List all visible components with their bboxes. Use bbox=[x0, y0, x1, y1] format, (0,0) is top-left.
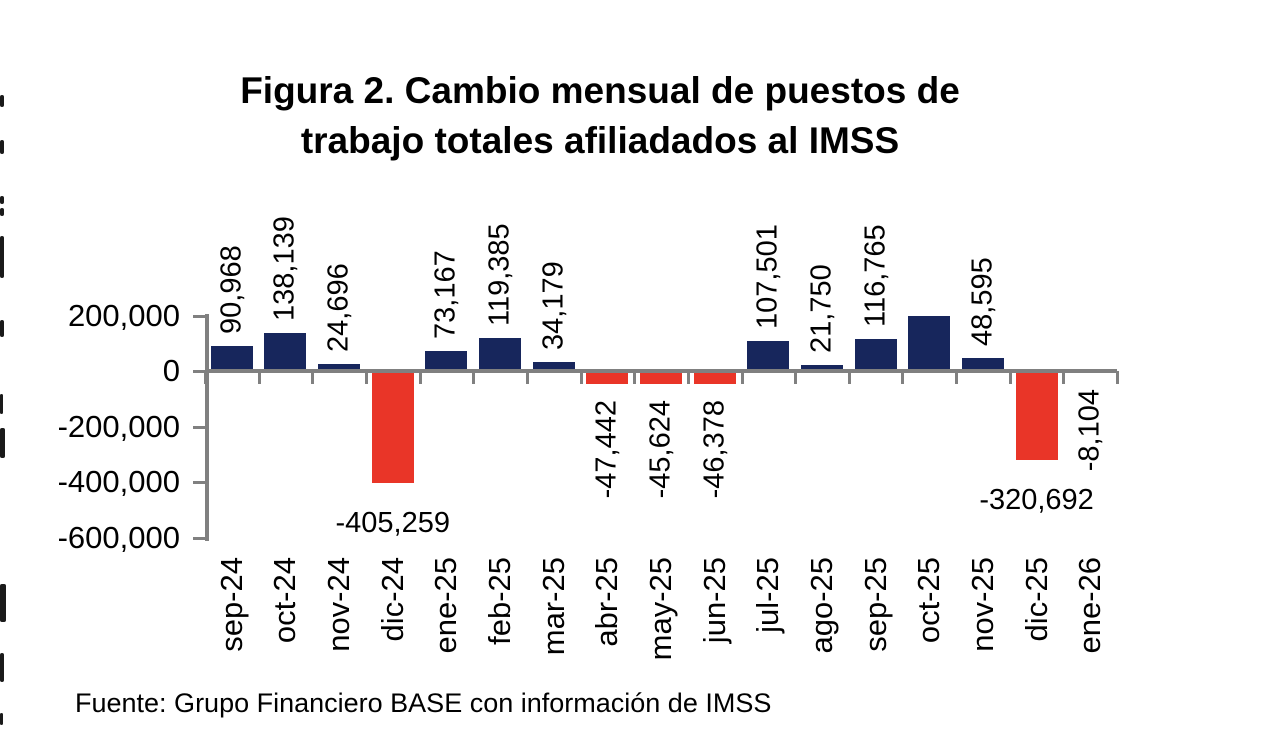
x-axis-label-oct-25: oct-25 bbox=[911, 557, 947, 644]
left-edge-text-fragment bbox=[0, 196, 4, 204]
y-axis-tick bbox=[193, 537, 207, 540]
left-edge-text-fragment bbox=[0, 653, 4, 682]
bar-sep-24 bbox=[210, 345, 253, 371]
data-label-ene-26: -8,104 bbox=[1073, 389, 1106, 472]
x-axis-label-ago-25: ago-25 bbox=[803, 557, 839, 654]
x-axis-tick bbox=[364, 371, 368, 384]
x-axis-tick bbox=[1062, 371, 1066, 384]
data-label-sep-25: 116,765 bbox=[859, 223, 892, 327]
data-label-ago-25: 21,750 bbox=[805, 264, 838, 353]
x-axis-tick bbox=[1116, 371, 1120, 384]
x-axis-label-ene-25: ene-25 bbox=[428, 557, 464, 654]
y-axis-tick bbox=[193, 481, 207, 484]
left-edge-text-fragment bbox=[0, 394, 3, 414]
data-label-nov-25: 48,595 bbox=[966, 256, 999, 346]
x-axis-label-ene-26: ene-26 bbox=[1072, 557, 1108, 654]
left-edge-text-fragment bbox=[0, 713, 3, 725]
x-axis-label-jun-25: jun-25 bbox=[696, 557, 732, 644]
x-axis-label-sep-25: sep-25 bbox=[857, 557, 893, 652]
x-axis-tick bbox=[1008, 371, 1012, 384]
bar-mar-25 bbox=[532, 361, 575, 371]
x-axis-tick bbox=[418, 371, 422, 384]
y-axis-label: -600,000 bbox=[57, 520, 180, 555]
x-axis-tick bbox=[257, 371, 261, 384]
x-axis-tick bbox=[579, 371, 583, 384]
x-axis-label-feb-25: feb-25 bbox=[482, 557, 518, 645]
chart-title: Figura 2. Cambio mensual de puestos de t… bbox=[100, 66, 1100, 166]
data-label-may-25: -45,624 bbox=[644, 399, 677, 499]
x-axis-label-abr-25: abr-25 bbox=[589, 557, 625, 647]
bar-feb-25 bbox=[479, 337, 522, 371]
bar-oct-25 bbox=[908, 315, 951, 371]
x-axis-label-may-25: may-25 bbox=[643, 557, 679, 661]
data-label-dic-25: -320,692 bbox=[979, 483, 1094, 516]
chart-title-line2: trabajo totales afiliadados al IMSS bbox=[300, 120, 900, 161]
data-label-abr-25: -47,442 bbox=[590, 400, 623, 499]
left-edge-text-fragment bbox=[0, 95, 4, 107]
bar-jun-25 bbox=[693, 371, 736, 384]
x-axis-tick bbox=[955, 371, 959, 384]
x-axis-label-dic-25: dic-25 bbox=[1018, 557, 1054, 642]
bar-may-25 bbox=[640, 371, 683, 384]
left-edge-text-fragment bbox=[0, 236, 4, 278]
y-axis-tick bbox=[193, 315, 207, 318]
bar-ago-25 bbox=[800, 364, 843, 371]
data-label-ene-25: 73,167 bbox=[429, 249, 462, 339]
x-axis-tick bbox=[740, 371, 744, 384]
bar-nov-24 bbox=[318, 364, 361, 371]
x-axis-tick bbox=[794, 371, 798, 384]
data-label-nov-24: 24,696 bbox=[322, 263, 355, 353]
y-axis-label: -400,000 bbox=[57, 464, 180, 499]
chart-title-line1: Figura 2. Cambio mensual de puestos de bbox=[240, 70, 960, 111]
y-axis-tick bbox=[193, 370, 207, 373]
y-axis-label: 200,000 bbox=[67, 298, 180, 333]
x-axis-label-nov-25: nov-25 bbox=[964, 557, 1000, 652]
left-edge-text-fragment bbox=[0, 428, 5, 458]
bar-ene-25 bbox=[425, 350, 468, 371]
x-axis-label-oct-24: oct-24 bbox=[267, 557, 303, 644]
y-axis-label: -200,000 bbox=[57, 409, 180, 444]
bar-nov-25 bbox=[961, 357, 1004, 371]
x-axis-tick bbox=[901, 371, 905, 384]
bar-oct-24 bbox=[264, 332, 307, 371]
x-axis-tick bbox=[633, 371, 637, 384]
bar-sep-25 bbox=[854, 338, 897, 371]
x-axis-label-mar-25: mar-25 bbox=[535, 557, 571, 656]
left-edge-text-fragment bbox=[0, 208, 4, 216]
data-label-jul-25: 107,501 bbox=[751, 224, 784, 330]
x-axis-tick bbox=[311, 371, 315, 384]
x-axis-tick bbox=[847, 371, 851, 384]
y-axis-label: 0 bbox=[162, 353, 180, 388]
bar-dic-24 bbox=[371, 371, 414, 484]
data-label-mar-25: 34,179 bbox=[537, 260, 570, 350]
left-edge-text-fragment bbox=[0, 584, 6, 622]
left-edge-text-fragment bbox=[0, 320, 4, 337]
y-axis-tick bbox=[193, 426, 207, 429]
x-axis-label-jul-25: jul-25 bbox=[750, 557, 786, 633]
x-axis-label-sep-24: sep-24 bbox=[213, 557, 249, 652]
x-axis-line bbox=[205, 369, 1117, 373]
x-axis-label-nov-24: nov-24 bbox=[321, 557, 357, 652]
y-axis-line bbox=[205, 314, 209, 541]
bar-dic-25 bbox=[1015, 371, 1058, 460]
bar-abr-25 bbox=[586, 371, 629, 385]
bar-jul-25 bbox=[747, 341, 790, 371]
x-axis-tick bbox=[204, 371, 207, 384]
source-note: Fuente: Grupo Financiero BASE con inform… bbox=[75, 688, 772, 718]
data-label-sep-24: 90,968 bbox=[215, 245, 248, 334]
data-label-oct-24: 138,139 bbox=[268, 215, 301, 321]
data-label-dic-24: -405,259 bbox=[335, 507, 451, 540]
data-label-feb-25: 119,385 bbox=[483, 223, 516, 326]
x-axis-tick bbox=[472, 371, 476, 384]
x-axis-tick bbox=[525, 371, 529, 384]
x-axis-tick bbox=[686, 371, 690, 384]
data-label-jun-25: -46,378 bbox=[698, 399, 731, 499]
left-edge-text-fragment bbox=[0, 140, 4, 154]
x-axis-label-dic-24: dic-24 bbox=[374, 557, 410, 642]
